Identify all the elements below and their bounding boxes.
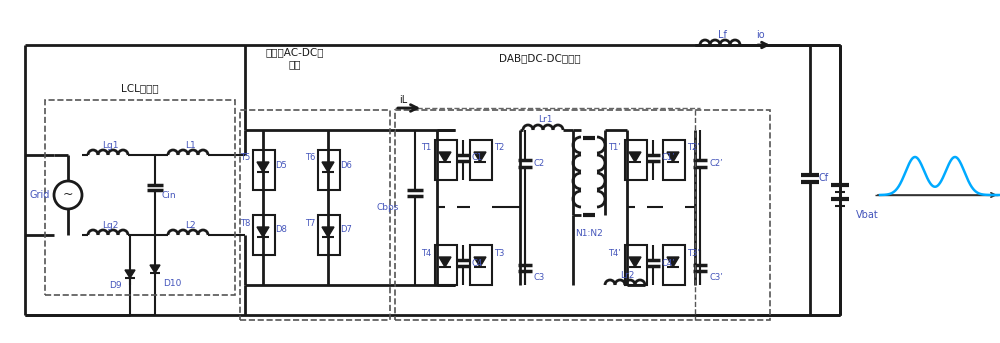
Bar bbox=[663, 140, 685, 180]
Polygon shape bbox=[257, 162, 269, 172]
Bar bbox=[470, 245, 492, 285]
Text: Lg2: Lg2 bbox=[102, 221, 118, 229]
Bar bbox=[45, 100, 235, 295]
Polygon shape bbox=[667, 257, 679, 267]
Text: Cf: Cf bbox=[819, 173, 829, 183]
Bar bbox=[318, 150, 340, 190]
Text: Vbat: Vbat bbox=[856, 210, 879, 220]
Text: C1’: C1’ bbox=[662, 154, 676, 163]
Polygon shape bbox=[322, 227, 334, 237]
Text: C4: C4 bbox=[472, 259, 483, 268]
Bar bbox=[435, 140, 457, 180]
Text: T6: T6 bbox=[305, 154, 315, 163]
Text: T1: T1 bbox=[421, 143, 431, 153]
Text: L1: L1 bbox=[185, 141, 195, 150]
Text: Cbps: Cbps bbox=[377, 203, 399, 213]
Text: Lg1: Lg1 bbox=[102, 141, 118, 150]
Text: T1’: T1’ bbox=[608, 143, 621, 153]
Text: T4’: T4’ bbox=[608, 248, 621, 258]
Text: D6: D6 bbox=[340, 161, 352, 169]
Bar bbox=[395, 110, 770, 320]
Bar bbox=[253, 215, 275, 255]
Polygon shape bbox=[629, 257, 641, 267]
Text: D7: D7 bbox=[340, 225, 352, 235]
Text: 全桥型AC-DC转
换部: 全桥型AC-DC转 换部 bbox=[266, 47, 324, 69]
Text: T3’: T3’ bbox=[687, 248, 700, 258]
Text: C1: C1 bbox=[472, 154, 483, 163]
Text: T3: T3 bbox=[494, 248, 504, 258]
Text: N1:N2: N1:N2 bbox=[575, 228, 603, 237]
Text: C4’: C4’ bbox=[662, 259, 676, 268]
Polygon shape bbox=[322, 162, 334, 172]
Polygon shape bbox=[667, 152, 679, 162]
Polygon shape bbox=[474, 152, 486, 162]
Bar bbox=[253, 150, 275, 190]
Text: D10: D10 bbox=[163, 279, 181, 287]
Polygon shape bbox=[439, 257, 451, 267]
Bar bbox=[663, 245, 685, 285]
Text: LCL滤波器: LCL滤波器 bbox=[121, 83, 159, 93]
Text: Lr2: Lr2 bbox=[620, 271, 634, 280]
Text: iL: iL bbox=[399, 95, 407, 105]
Bar bbox=[625, 245, 647, 285]
Bar bbox=[435, 245, 457, 285]
Polygon shape bbox=[257, 227, 269, 237]
Bar bbox=[470, 140, 492, 180]
Text: T7: T7 bbox=[305, 218, 315, 227]
Text: D9: D9 bbox=[109, 281, 122, 289]
Text: T8: T8 bbox=[240, 218, 250, 227]
Polygon shape bbox=[439, 152, 451, 162]
Text: C2’: C2’ bbox=[709, 158, 723, 167]
Polygon shape bbox=[150, 265, 160, 273]
Text: T5: T5 bbox=[240, 154, 250, 163]
Text: DAB型DC-DC转换部: DAB型DC-DC转换部 bbox=[499, 53, 581, 63]
Text: C3’: C3’ bbox=[709, 273, 723, 283]
Text: T2’: T2’ bbox=[687, 143, 700, 153]
Text: C2: C2 bbox=[534, 158, 545, 167]
Text: T2: T2 bbox=[494, 143, 504, 153]
Text: io: io bbox=[756, 30, 764, 40]
Text: Lr1: Lr1 bbox=[538, 116, 552, 125]
Text: L2: L2 bbox=[185, 221, 195, 229]
Text: ~: ~ bbox=[63, 188, 73, 201]
Polygon shape bbox=[474, 257, 486, 267]
Text: C3: C3 bbox=[534, 273, 545, 283]
Text: T4: T4 bbox=[421, 248, 431, 258]
Bar bbox=[318, 215, 340, 255]
Text: Lf: Lf bbox=[718, 30, 726, 40]
Bar bbox=[625, 140, 647, 180]
Text: Cin: Cin bbox=[162, 190, 176, 200]
Polygon shape bbox=[629, 152, 641, 162]
Polygon shape bbox=[125, 270, 135, 278]
Bar bbox=[240, 110, 390, 320]
Text: Grid: Grid bbox=[30, 190, 50, 200]
Text: D5: D5 bbox=[275, 161, 287, 169]
Text: D8: D8 bbox=[275, 225, 287, 235]
